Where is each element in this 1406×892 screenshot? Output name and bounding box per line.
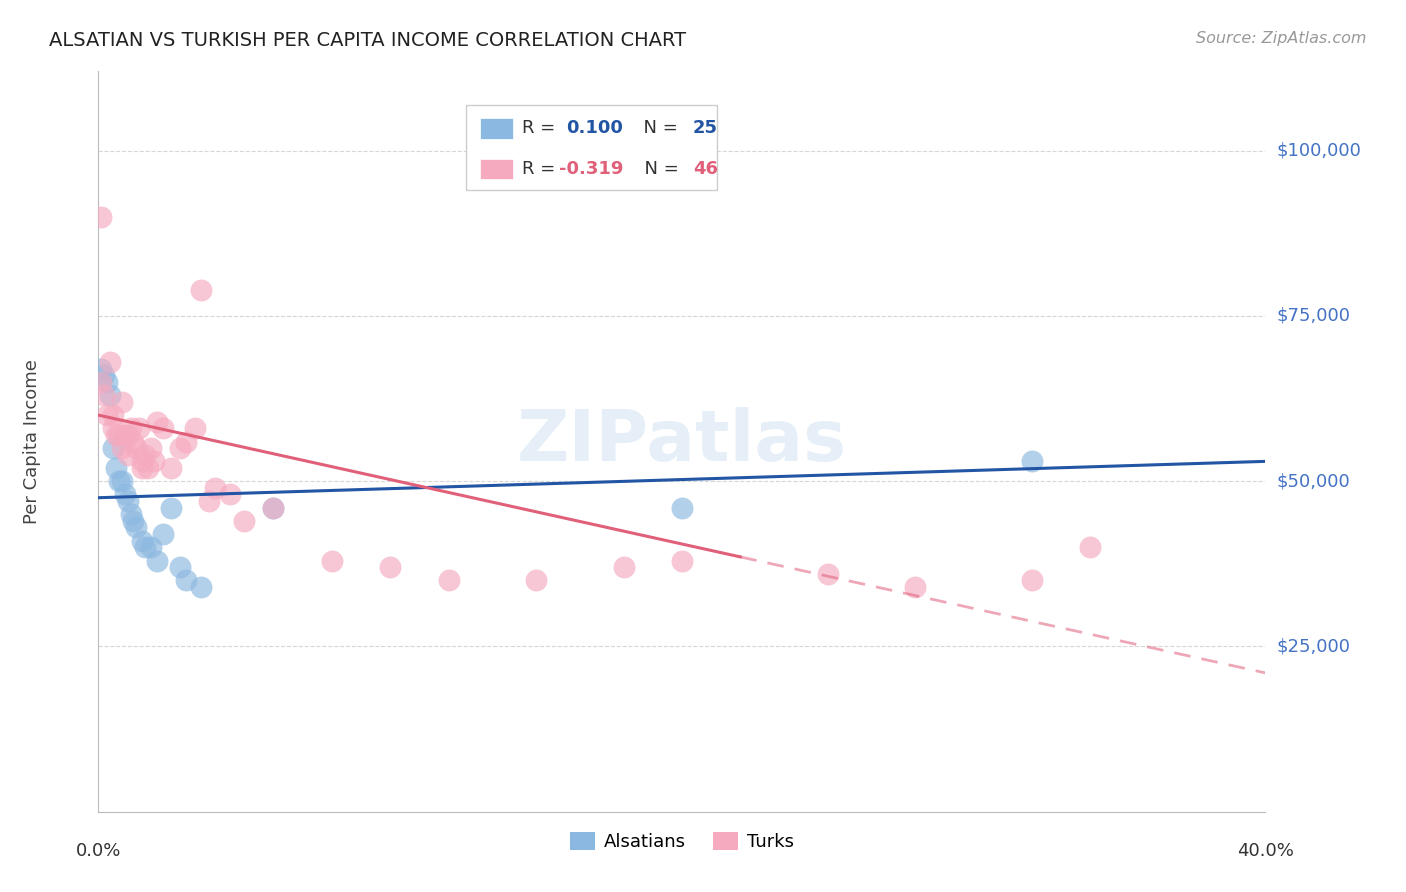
Point [125,520,148,534]
Point [146,415,169,429]
Point [98,388,121,402]
Point [114,487,136,501]
Text: N =: N = [633,160,685,178]
Point [114,428,136,442]
Legend: Alsatians, Turks: Alsatians, Turks [562,825,801,858]
Text: N =: N = [631,120,683,137]
Point [190,283,212,297]
Text: Per Capita Income: Per Capita Income [22,359,41,524]
Text: ALSATIAN VS TURKISH PER CAPITA INCOME CORRELATION CHART: ALSATIAN VS TURKISH PER CAPITA INCOME CO… [49,31,686,50]
Point [174,574,197,588]
Point [120,508,142,522]
Point [160,500,183,515]
Point [321,553,343,567]
Point [108,428,131,442]
Point [169,441,191,455]
Point [139,441,162,455]
Point [104,428,127,442]
Text: 46: 46 [693,160,718,178]
Point [90,361,112,376]
Text: 25: 25 [692,120,717,137]
Point [1021,454,1043,468]
Point [101,441,124,455]
Point [122,434,145,449]
Point [437,574,460,588]
Point [146,553,169,567]
Text: 0.100: 0.100 [567,120,623,137]
Point [612,560,634,574]
Point [111,474,134,488]
Point [131,461,153,475]
Point [128,421,150,435]
Point [111,395,134,409]
Text: $50,000: $50,000 [1277,472,1350,491]
Point [104,461,127,475]
Text: ZIPatlas: ZIPatlas [517,407,846,476]
Text: $100,000: $100,000 [1277,142,1361,160]
Point [817,566,839,581]
Point [198,494,221,508]
Point [101,421,124,435]
Text: R =: R = [522,120,567,137]
Point [152,421,174,435]
Point [262,500,284,515]
Point [134,448,156,462]
Point [93,368,115,383]
Point [169,560,191,574]
Point [160,461,183,475]
FancyBboxPatch shape [479,118,513,139]
Point [98,355,121,369]
Point [152,527,174,541]
FancyBboxPatch shape [479,159,513,179]
Point [139,541,162,555]
Point [96,408,118,422]
Point [122,514,145,528]
Point [904,580,927,594]
Point [125,441,148,455]
Point [671,500,693,515]
Point [671,553,693,567]
Point [117,428,139,442]
Point [142,454,165,468]
Point [117,448,139,462]
Point [93,388,115,402]
Point [101,408,124,422]
Point [262,500,284,515]
Point [380,560,402,574]
Point [136,461,159,475]
Point [524,574,547,588]
Point [131,454,153,468]
Text: $25,000: $25,000 [1277,638,1351,656]
Point [96,375,118,389]
Point [117,494,139,508]
Point [134,541,156,555]
Point [120,421,142,435]
FancyBboxPatch shape [465,104,717,190]
Point [1080,541,1102,555]
Point [90,210,112,224]
Point [190,580,212,594]
Text: -0.319: -0.319 [560,160,624,178]
Point [174,434,197,449]
Text: Source: ZipAtlas.com: Source: ZipAtlas.com [1197,31,1367,46]
Point [204,481,226,495]
Point [111,441,134,455]
Point [108,474,131,488]
Point [183,421,205,435]
Point [90,375,112,389]
Point [233,514,256,528]
Text: 40.0%: 40.0% [1237,842,1294,860]
Text: R =: R = [522,160,561,178]
Text: 0.0%: 0.0% [76,842,121,860]
Point [1021,574,1043,588]
Point [131,533,153,548]
Point [218,487,240,501]
Text: $75,000: $75,000 [1277,307,1351,325]
